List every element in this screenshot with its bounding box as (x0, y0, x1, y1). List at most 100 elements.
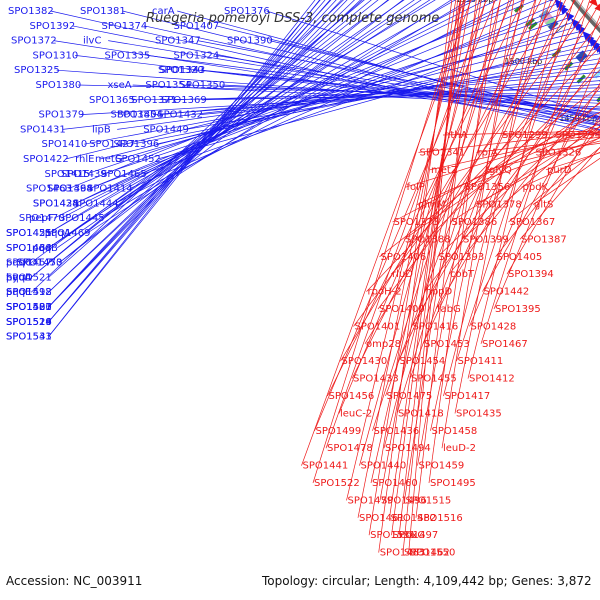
minus-strand-gene-label: SPO1386 (452, 217, 498, 228)
minus-strand-gene-label: purD (547, 165, 572, 176)
minus-strand-gene-label: SPO1341 (420, 147, 466, 158)
minus-strand-gene-label: ppdK (523, 182, 549, 193)
minus-strand-connector (435, 35, 600, 310)
minus-strand-connector (521, 151, 600, 188)
minus-strand-gene-label: SPO1499 (316, 426, 362, 437)
cds-block-outer (575, 50, 588, 63)
plus-strand-gene-label: SPO1470 (19, 213, 65, 224)
minus-strand-gene-label: SPO1433 (353, 374, 399, 385)
plus-strand-gene-label: SPO1385 (111, 110, 157, 121)
plus-strand-connector (48, 0, 456, 234)
plus-strand-gene-label: SPO1450 (17, 258, 63, 269)
plus-strand-connector (48, 0, 363, 278)
minus-strand-connector (424, 60, 600, 292)
plus-strand-connector (84, 48, 597, 145)
minus-strand-gene-label: rluD (392, 269, 413, 280)
plus-strand-feature (582, 31, 592, 41)
minus-strand-gene-label: SPO1367 (510, 217, 556, 228)
minus-strand-gene-label: SPO1428 (471, 321, 517, 332)
plus-strand-connector (115, 0, 514, 204)
minus-strand-gene-label: SPO1531 (370, 530, 416, 541)
minus-strand-connector (418, 131, 600, 153)
minus-strand-gene-label: SPO1394 (508, 269, 554, 280)
minus-strand-gene-label: SPO1406 (381, 252, 427, 263)
gc-skew-mark-outer (576, 74, 586, 84)
minus-strand-connector (430, 0, 523, 431)
plus-strand-gene-label: SPO1396 (114, 139, 160, 150)
plus-strand-connector (48, 0, 355, 293)
plus-strand-gene-label: SPO1514 (6, 317, 52, 328)
plus-strand-connector (86, 13, 565, 175)
minus-strand-gene-label: gltS (534, 200, 553, 211)
minus-strand-connector (379, 0, 471, 501)
plus-strand-gene-label: SPO1415 (45, 169, 91, 180)
minus-strand-gene-label: SPO1411 (458, 356, 504, 367)
footer-background (0, 568, 600, 600)
minus-strand-connector (480, 0, 591, 344)
minus-strand-connector (450, 126, 600, 223)
plus-strand-gene-label: metG (95, 154, 123, 165)
plus-strand-gene-label: SPO1457 (6, 258, 52, 269)
minus-strand-connector (312, 0, 464, 484)
minus-strand-gene-label: SPO1395 (495, 304, 541, 315)
label-connector-lines (30, 0, 600, 553)
minus-strand-gene-label: SPO1435 (456, 408, 502, 419)
minus-strand-gene-label: SPO1479 (348, 495, 394, 506)
minus-strand-gene-label: leuC-2 (340, 408, 372, 419)
minus-strand-connector (392, 111, 600, 223)
minus-strand-connector (391, 0, 465, 536)
minus-strand-gene-label: SPO1453 (424, 339, 470, 350)
minus-strand-gene-label: SPO1373 (394, 217, 440, 228)
plus-strand-connector (48, 0, 316, 337)
minus-strand-gene-label: SPO1387 (521, 234, 567, 245)
minus-strand-connector (443, 0, 547, 397)
plus-strand-gene-label: SPO1392 (30, 21, 76, 32)
plus-strand-gene-label: SPO1533 (6, 332, 52, 343)
minus-strand-gene-label: SPO1294 (555, 130, 600, 141)
minus-strand-connector (482, 82, 600, 292)
plus-strand-gene-label: SPO1398 (47, 184, 93, 195)
minus-strand-connector (495, 125, 600, 258)
minus-strand-gene-label: glmM (418, 200, 446, 211)
plus-strand-gene-label: SPO1498 (6, 287, 52, 298)
minus-strand-gene-label: SPO1462 (404, 548, 450, 559)
plus-strand-gene-label: SPO1529 (6, 317, 52, 328)
plus-strand-connector (48, 0, 348, 308)
minus-strand-gene-label: SPO1399 (463, 234, 509, 245)
minus-strand-gene-label: SPO1326 (536, 147, 582, 158)
plus-strand-connector (48, 0, 332, 308)
plus-strand-connector (62, 67, 600, 130)
plus-strand-gene-label: SPO1438 (33, 198, 79, 209)
plus-strand-gene-label: SPO1422 (23, 154, 69, 165)
minus-strand-connector (454, 0, 537, 414)
plus-strand-gene-label: SPO1376 (224, 6, 270, 17)
plus-strand-connector (144, 25, 600, 126)
minus-strand-gene-label: SPO1393 (439, 252, 485, 263)
plus-strand-gene-label: SPO1381 (80, 6, 126, 17)
plus-strand-gene-label: SPO1350 (180, 80, 226, 91)
plus-strand-connector (48, 0, 342, 308)
minus-strand-gene-label: folP (407, 182, 425, 193)
minus-strand-connector (404, 0, 482, 501)
plus-strand-connector (48, 0, 337, 308)
plus-strand-gene-label: carA (152, 6, 175, 17)
minus-strand-connector (422, 0, 584, 344)
minus-strand-gene-label: SPO1454 (400, 356, 446, 367)
backbone-ring (570, 0, 600, 34)
plus-strand-gene-label: SPO1526 (6, 317, 52, 328)
plus-strand-connector (48, 0, 326, 323)
plus-strand-connector (103, 17, 569, 175)
minus-strand-gene-label: SPO1299 (502, 130, 548, 141)
minus-strand-connector (456, 0, 575, 362)
plus-strand-gene-label: SPO1521 (6, 272, 52, 283)
minus-strand-gene-label: SPO1455 (411, 374, 457, 385)
plus-strand-gene-label: SPO1425 (6, 228, 52, 239)
plus-strand-gene-label: SPO1523 (6, 302, 52, 313)
minus-strand-gene-label: SPO1550 (410, 548, 456, 559)
minus-strand-gene-label: SPO1495 (430, 478, 476, 489)
plus-strand-connector (54, 0, 487, 219)
plus-strand-gene-label: SPO1541 (6, 332, 52, 343)
minus-strand-connector (416, 123, 600, 205)
minus-strand-gene-label: SPO1475 (387, 391, 433, 402)
minus-strand-connector (378, 0, 453, 553)
